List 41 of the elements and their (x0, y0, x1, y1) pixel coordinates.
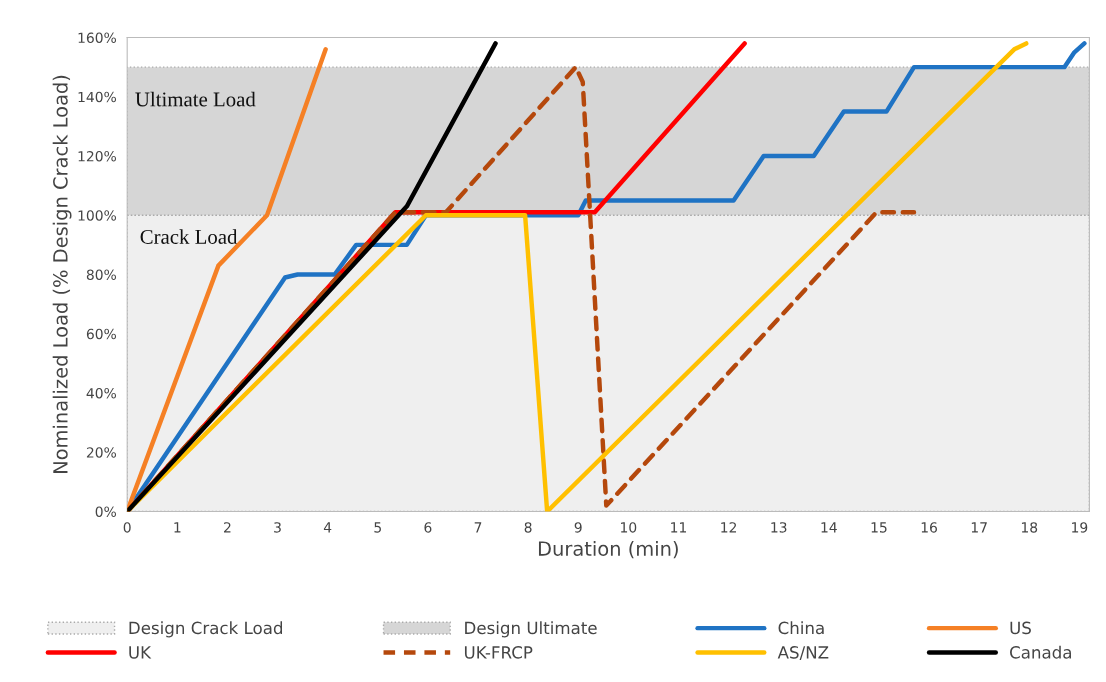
y-tick-label: 140% (78, 91, 117, 103)
y-tick-label: 100% (78, 210, 117, 221)
x-tick-label: 4 (323, 522, 332, 533)
legend-label: UK-FRCP (464, 646, 533, 659)
annotation: Ultimate Load (135, 91, 256, 107)
y-tick-label: 160% (78, 32, 117, 43)
x-tick-label: 15 (871, 522, 887, 533)
legend-label: Design Ultimate (465, 621, 597, 638)
x-tick-label: 8 (524, 522, 532, 533)
legend-label: UK (129, 646, 152, 659)
y-tick-label: 60% (86, 328, 117, 340)
y-tick-label: 80% (86, 269, 117, 280)
x-tick-label: 14 (821, 522, 837, 533)
annotation: Crack Load (140, 229, 238, 244)
x-tick-label: 18 (1021, 522, 1038, 533)
legend-label: Canada (1010, 645, 1071, 659)
x-tick-label: 7 (474, 522, 482, 533)
legend-label: AS/NZ (777, 646, 829, 660)
y-tick-label: 0% (95, 506, 117, 517)
x-tick-label: 10 (621, 522, 637, 533)
x-tick-label: 13 (771, 522, 787, 533)
legend-label: Design Crack Load (129, 621, 283, 638)
y-tick-label: 20% (86, 447, 117, 458)
x-axis-title: Duration (min) (538, 540, 678, 559)
legend-label: China (778, 621, 824, 635)
x-tick-label: 11 (671, 522, 687, 533)
x-tick-label: 5 (374, 522, 381, 533)
x-tick-label: 12 (721, 522, 737, 533)
x-tick-label: 16 (921, 522, 937, 533)
x-tick-label: 3 (274, 522, 281, 533)
y-axis-title: Nominalized Load (% Design Crack Load) (52, 75, 72, 473)
x-tick-label: 9 (574, 522, 582, 533)
legend-label: US (1010, 621, 1031, 635)
x-tick-label: 6 (424, 522, 432, 533)
x-tick-label: 1 (174, 522, 181, 533)
y-tick-label: 40% (86, 387, 117, 399)
x-tick-label: 2 (224, 522, 231, 533)
x-tick-label: 17 (971, 522, 987, 533)
y-tick-label: 120% (78, 150, 117, 162)
x-tick-label: 19 (1072, 522, 1088, 533)
x-tick-label: 0 (123, 522, 131, 533)
